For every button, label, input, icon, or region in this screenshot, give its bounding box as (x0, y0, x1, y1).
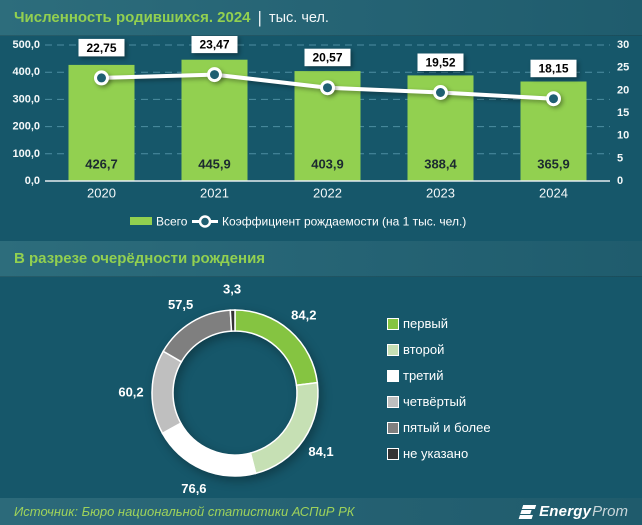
x-axis-label: 2021 (200, 186, 229, 201)
svg-text:Коэффициент рождаемости (на 1: Коэффициент рождаемости (на 1 тыс. чел.) (222, 215, 466, 229)
line-marker (94, 70, 109, 86)
energyprom-logo: Energy Prom (518, 503, 628, 520)
footer: Источник: Бюро национальной статистики А… (0, 498, 642, 525)
energyprom-e-icon (518, 504, 537, 519)
right-axis-tick: 30 (617, 39, 629, 51)
page-title: Численность родившихся. 2024 (14, 9, 251, 26)
section-title: В разрезе очерёдности рождения (14, 250, 266, 267)
legend-label: четвёртый (403, 394, 467, 409)
left-axis-tick: 0,0 (25, 175, 40, 187)
title-units: тыс. чел. (268, 9, 329, 26)
svg-text:19,52: 19,52 (425, 56, 455, 70)
donut-legend-item-1: первый (387, 317, 491, 331)
donut-value-label: 84,2 (291, 308, 316, 323)
line-marker (546, 91, 561, 107)
legend-label: второй (403, 342, 445, 357)
svg-text:Всего: Всего (156, 215, 188, 229)
births-bar-line-chart: 0,0 100,0 200,0 300,0 400,0 500,0 0 5 10 15 20 25 30… (12, 36, 629, 229)
right-axis-tick: 0 (617, 175, 623, 187)
donut-slice-6 (229, 309, 236, 332)
donut-value-label: 3,3 (223, 282, 241, 297)
line-point-label: 23,47 (191, 36, 238, 54)
legend-label: пятый и более (403, 420, 491, 435)
donut-slice-5 (162, 309, 233, 363)
legend-swatch (387, 318, 399, 330)
bar-value-label: 445,9 (198, 157, 231, 172)
line-point-label: 20,57 (304, 48, 351, 67)
left-axis-tick: 500,0 (12, 39, 40, 51)
legend-label: первый (403, 316, 449, 331)
legend-swatch (387, 396, 399, 408)
birth-order-section: 84,2 84,1 76,6 60,2 57,5 3,3 первый второй трет… (0, 277, 642, 498)
donut-slice-4 (151, 350, 183, 435)
donut-value-label: 84,1 (308, 444, 333, 459)
legend-swatch (387, 344, 399, 356)
right-axis-tick: 5 (617, 152, 623, 164)
svg-text:18,15: 18,15 (538, 62, 568, 76)
birth-order-donut-chart: 84,2 84,1 76,6 60,2 57,5 3,3 (118, 282, 333, 497)
svg-text:22,75: 22,75 (86, 41, 116, 55)
donut-value-label: 76,6 (181, 481, 206, 496)
header: Численность родившихся. 2024 | тыс. чел. (0, 0, 642, 36)
donut-legend-item-2: второй (387, 343, 491, 357)
legend-swatch (387, 422, 399, 434)
line-point-label: 19,52 (417, 53, 464, 71)
svg-text:23,47: 23,47 (199, 38, 229, 52)
legend-swatch (387, 448, 399, 460)
chart1-legend: Всего Коэффициент рождаемости (на 1 тыс. … (130, 215, 466, 229)
bar-value-label: 388,4 (424, 157, 457, 172)
x-axis-label: 2023 (426, 186, 455, 201)
title-separator: | (257, 7, 262, 27)
svg-text:20,57: 20,57 (312, 51, 342, 65)
line-point-label: 22,75 (78, 38, 125, 57)
donut-legend-item-5: пятый и более (387, 421, 491, 435)
line-marker (320, 80, 335, 96)
legend-swatch-bar (130, 217, 152, 225)
line-point-label: 18,15 (530, 59, 577, 78)
bar-value-label: 365,9 (537, 157, 570, 172)
left-axis-tick: 300,0 (12, 93, 40, 105)
x-axis-label: 2020 (87, 186, 116, 201)
left-axis-tick: 200,0 (12, 121, 40, 133)
donut-legend-item-6: не указано (387, 447, 491, 461)
section-header: В разрезе очерёдности рождения (0, 241, 642, 277)
donut-legend-item-3: третий (387, 369, 491, 383)
donut-slice-2 (249, 381, 319, 475)
left-axis-tick: 100,0 (12, 148, 40, 160)
donut-legend-item-4: четвёртый (387, 395, 491, 409)
logo-text-prom: Prom (592, 503, 628, 520)
right-axis-tick: 10 (617, 130, 629, 142)
right-axis-tick: 25 (617, 62, 629, 74)
donut-value-label: 57,5 (168, 297, 193, 312)
legend-swatch (387, 370, 399, 382)
donut-slice-3 (161, 422, 257, 477)
source-text: Источник: Бюро национальной статистики А… (14, 504, 355, 519)
bar-value-label: 403,9 (311, 157, 344, 172)
x-axis-label: 2024 (539, 186, 568, 201)
donut-value-label: 60,2 (118, 385, 143, 400)
right-axis-tick: 15 (617, 107, 629, 119)
x-axis-label: 2022 (313, 186, 342, 201)
left-axis-tick: 400,0 (12, 66, 40, 78)
line-marker (207, 67, 222, 83)
donut-legend: первый второй третий четвёртый пятый и более… (387, 317, 491, 461)
right-axis-tick: 20 (617, 84, 629, 96)
legend-marker-icon (198, 215, 212, 228)
logo-text-energy: Energy (539, 503, 592, 520)
bar-value-label: 426,7 (85, 157, 118, 172)
births-chart-section: 0,0 100,0 200,0 300,0 400,0 500,0 0 5 10 15 20 25 30… (0, 36, 642, 241)
legend-label: третий (403, 368, 444, 383)
legend-label: не указано (403, 446, 469, 461)
line-marker (433, 85, 448, 100)
